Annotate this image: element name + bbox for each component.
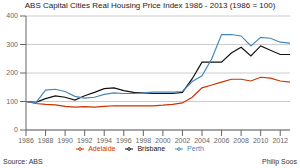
html-text:Perth: Perth bbox=[187, 145, 204, 152]
svg-text:2010: 2010 bbox=[253, 137, 269, 144]
svg-text:0: 0 bbox=[14, 126, 18, 133]
svg-text:200: 200 bbox=[8, 69, 18, 76]
svg-text:2002: 2002 bbox=[175, 137, 191, 144]
html-text:Philip Soos: Philip Soos bbox=[262, 158, 297, 165]
html-text:Brisbane: Brisbane bbox=[137, 145, 166, 152]
svg-text:300: 300 bbox=[8, 41, 18, 48]
svg-text:2006: 2006 bbox=[214, 137, 230, 144]
svg-text:2008: 2008 bbox=[233, 137, 249, 144]
svg-text:1996: 1996 bbox=[116, 137, 132, 144]
svg-text:1992: 1992 bbox=[77, 137, 93, 144]
svg-text:1988: 1988 bbox=[38, 137, 54, 144]
html-text:Source: ABS: Source: ABS bbox=[3, 158, 43, 165]
svg-text:1998: 1998 bbox=[136, 137, 152, 144]
svg-text:2004: 2004 bbox=[194, 137, 210, 144]
svg-text:1994: 1994 bbox=[96, 137, 112, 144]
svg-text:100: 100 bbox=[8, 98, 18, 105]
svg-text:1986: 1986 bbox=[18, 137, 34, 144]
svg-text:2000: 2000 bbox=[155, 137, 171, 144]
svg-text:400: 400 bbox=[8, 12, 18, 19]
html-text:ABS Capital Cities Real Housin: ABS Capital Cities Real Housing Price In… bbox=[24, 1, 276, 10]
svg-text:2012: 2012 bbox=[272, 137, 288, 144]
html-text:Adelaide: Adelaide bbox=[88, 145, 116, 152]
svg-text:1990: 1990 bbox=[57, 137, 73, 144]
